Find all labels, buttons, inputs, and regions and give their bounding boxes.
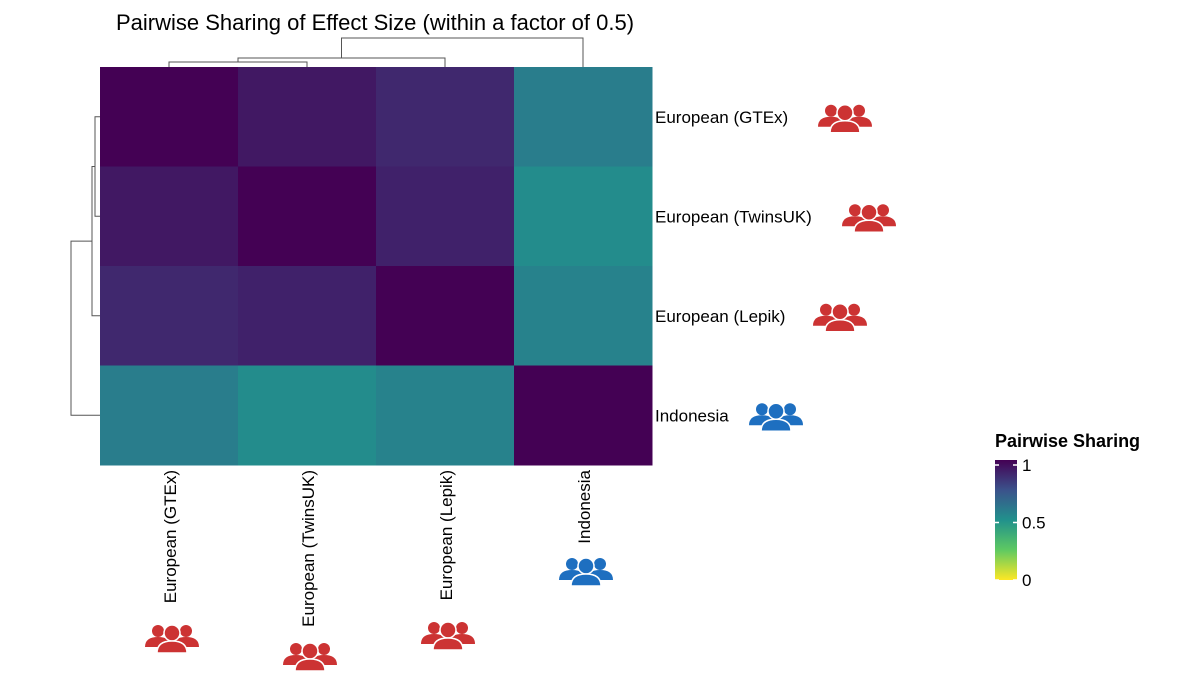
column-label: European (TwinsUK) [299,470,318,627]
legend-colorbar [995,460,1017,580]
row-label: European (TwinsUK) [655,207,812,226]
heatmap-cell [376,67,515,167]
heatmap-cell [376,365,515,466]
column-labels: European (GTEx) European (TwinsUK) Europea… [145,469,613,672]
heatmap-cell [514,67,653,167]
dendrogram-branch [70,240,100,416]
heatmap-cell [238,166,377,267]
dendrogram-branch [94,116,100,217]
heatmap-cell [238,266,377,366]
people-group-icon [145,624,199,654]
row-label: European (GTEx) [655,108,788,127]
people-group-icon [421,621,475,651]
heatmap-cell [514,166,653,267]
row-label: European (Lepik) [655,307,785,326]
heatmap-cell [100,266,239,366]
column-label: European (GTEx) [161,470,180,603]
heatmap-cell [238,365,377,466]
people-group-icon [842,203,896,233]
dendrogram-branch [341,37,584,67]
legend-tick-label: 0.5 [1022,514,1046,533]
heatmap-cells [100,67,653,466]
people-group-icon [283,642,337,672]
people-group-icon [749,402,803,432]
heatmap-cell [514,365,653,466]
heatmap-cell [514,266,653,366]
legend-tick-label: 0 [1022,571,1031,590]
people-group-icon [813,303,867,333]
people-group-icon [818,104,872,134]
row-label: Indonesia [655,406,729,425]
heatmap-cell [100,67,239,167]
legend: Pairwise Sharing 1 0.5 0 [995,431,1140,590]
dendrogram-branch [168,61,308,67]
chart-title: Pairwise Sharing of Effect Size (within … [116,10,634,35]
column-label: Indonesia [575,469,594,543]
row-dendrogram [70,116,100,416]
legend-tick-label: 1 [1022,456,1031,475]
heatmap-cell [238,67,377,167]
heatmap-cell [100,365,239,466]
people-group-icon [559,557,613,587]
dendrogram-branch [91,166,100,317]
heatmap-cell [100,166,239,267]
row-labels: European (GTEx) European (TwinsUK) Europea… [655,104,896,432]
column-dendrogram [168,37,584,67]
heatmap-cell [376,266,515,366]
heatmap-cell [376,166,515,267]
column-label: European (Lepik) [437,470,456,600]
legend-title: Pairwise Sharing [995,431,1140,451]
